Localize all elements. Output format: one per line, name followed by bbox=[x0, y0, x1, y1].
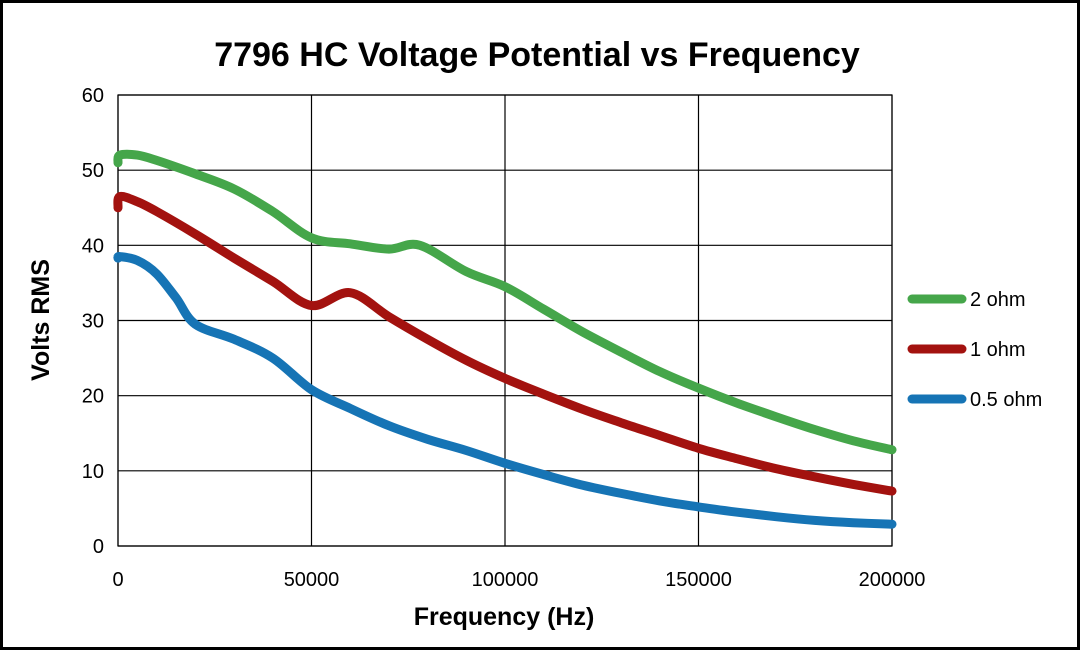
x-tick-label: 100000 bbox=[472, 569, 539, 591]
series-lines bbox=[113, 149, 897, 529]
x-tick-label: 50000 bbox=[284, 569, 340, 591]
y-tick-label: 30 bbox=[82, 311, 104, 333]
y-tick-label: 60 bbox=[82, 85, 104, 107]
x-tick-label: 0 bbox=[112, 569, 123, 591]
y-tick-label: 10 bbox=[82, 461, 104, 483]
plot-area-border bbox=[117, 94, 893, 547]
series-line-2-ohm bbox=[113, 149, 897, 455]
y-tick-label: 40 bbox=[82, 235, 104, 257]
legend-label-2-ohm: 2 ohm bbox=[970, 289, 1026, 311]
x-tick-label: 200000 bbox=[859, 569, 926, 591]
y-axis-title: Volts RMS bbox=[27, 259, 55, 381]
series-line-0-5-ohm bbox=[113, 252, 897, 529]
y-tick-label: 0 bbox=[93, 536, 104, 558]
legend-label-1-ohm: 1 ohm bbox=[970, 339, 1026, 361]
y-tick-label: 20 bbox=[82, 386, 104, 408]
axis-ticks: 0 10 20 30 40 50 60 0 50000 100000 150000 200000 bbox=[82, 85, 926, 591]
legend-label-0-5-ohm: 0.5 ohm bbox=[970, 389, 1042, 411]
series-line-1-ohm bbox=[113, 191, 897, 496]
grid bbox=[117, 94, 893, 547]
x-tick-label: 150000 bbox=[665, 569, 732, 591]
y-tick-label: 50 bbox=[82, 160, 104, 182]
chart-title: 7796 HC Voltage Potential vs Frequency bbox=[214, 36, 860, 74]
legend: 2 ohm 1 ohm 0.5 ohm bbox=[907, 289, 1042, 411]
x-axis-title: Frequency (Hz) bbox=[414, 603, 595, 631]
